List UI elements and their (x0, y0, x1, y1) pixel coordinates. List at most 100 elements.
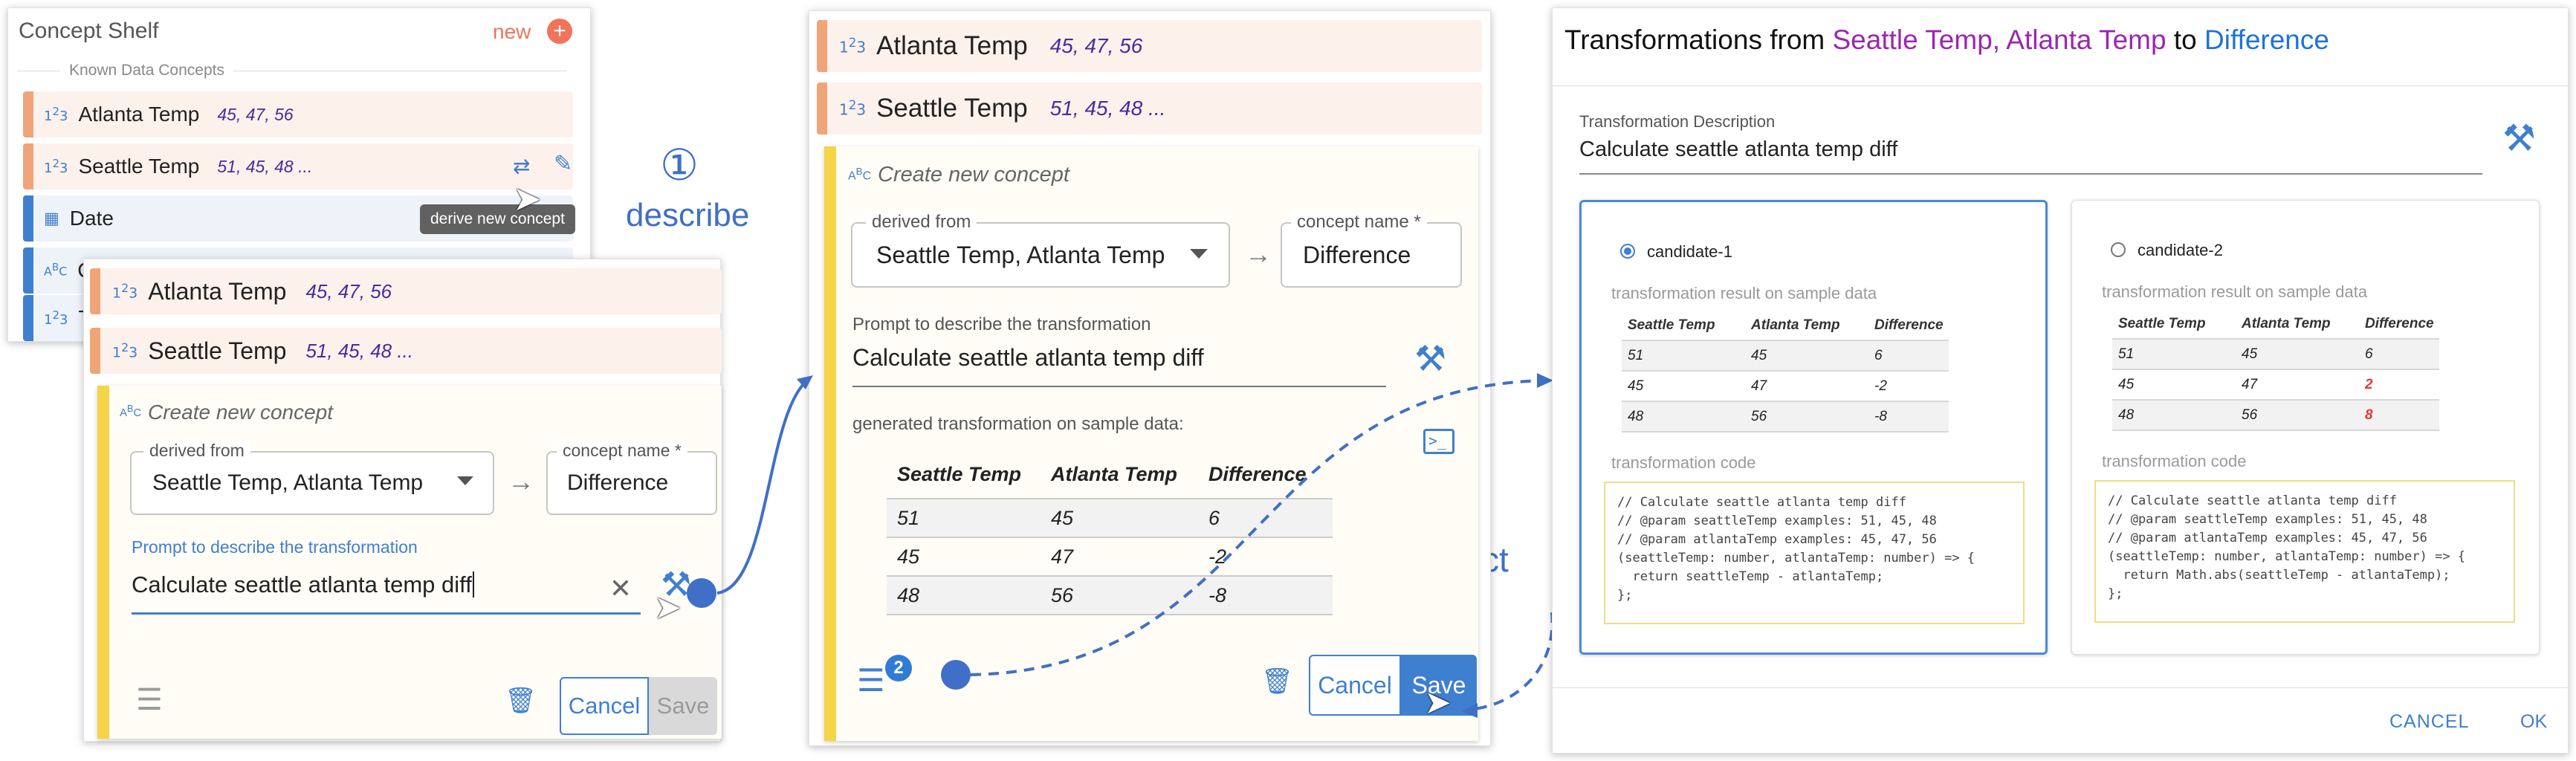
shelf-title: Concept Shelf (19, 19, 159, 43)
dialog-footer-divider (1553, 687, 2568, 688)
mouse-cursor-icon: ➤ (654, 589, 682, 626)
concept-examples: 51, 45, 48 ... (217, 156, 313, 176)
arrow-right-icon: → (508, 466, 534, 496)
table-cell: 45 (1622, 370, 1745, 401)
concept-name-value: Difference (567, 470, 669, 495)
table-header: Atlanta Temp (2242, 315, 2331, 331)
number-type-icon: 123 (839, 98, 867, 119)
create-concept-card: ABC Create new concept Seattle Temp, Atl… (824, 146, 1478, 741)
options-sliders-icon[interactable]: ☰ (857, 663, 885, 698)
table-cell: 6 (1208, 506, 1220, 529)
table-cell: 6 (1868, 340, 1949, 371)
dialog-cancel-button[interactable]: CANCEL (2389, 711, 2470, 732)
delete-icon[interactable]: 🗑 (505, 687, 537, 715)
derive-icon[interactable]: ⇄ (513, 155, 531, 178)
table-row: 48 56 -8 (887, 576, 1333, 615)
dialog-ok-button[interactable]: OK (2520, 711, 2548, 732)
code-line: // @param atlantaTemp examples: 45, 47, … (2108, 531, 2427, 545)
concept-seattle-temp[interactable]: 123 Seattle Temp 51, 45, 48 ... ⇄ ✎ (23, 143, 573, 190)
concept-examples: 51, 45, 48 ... (305, 339, 414, 362)
add-concept-icon[interactable]: + (547, 19, 572, 44)
candidate-card-2[interactable]: candidate-2 transformation result on sam… (2071, 200, 2540, 655)
candidate-card-1[interactable]: candidate-1 transformation result on sam… (1579, 200, 2048, 655)
concept-name-field[interactable]: Difference (1281, 222, 1462, 288)
derive-panel-step1: 123 Atlanta Temp 45, 47, 56 123 Seattle … (83, 259, 722, 742)
candidate-name: candidate-2 (2138, 241, 2223, 259)
dropdown-arrow-icon (1190, 249, 1208, 259)
clear-icon[interactable]: ✕ (609, 573, 632, 603)
dropdown-arrow-icon (457, 476, 473, 485)
concept-label: Seattle Temp (78, 155, 200, 178)
run-transform-icon[interactable]: ⚒ (1414, 340, 1447, 379)
code-label: transformation code (1611, 453, 1756, 472)
string-type-icon: ABC (848, 166, 872, 183)
describe-arrow (716, 379, 809, 595)
candidate-radio[interactable] (2111, 242, 2126, 257)
table-cell: -8 (1868, 401, 1949, 432)
concept-name-value: Difference (1303, 241, 1411, 268)
table-header: Difference (2365, 315, 2434, 331)
table-row: 45 47 -2 (887, 537, 1333, 576)
table-row: 51 45 6 (1622, 340, 1949, 371)
cancel-button[interactable]: Cancel (560, 677, 649, 735)
table-header: Atlanta Temp (1051, 463, 1178, 485)
save-button[interactable]: Save (649, 677, 717, 735)
prompt-value: Calculate seattle atlanta temp diff (132, 571, 472, 598)
save-button[interactable]: Save (1401, 655, 1477, 716)
result-label: transformation result on sample data (2102, 282, 2368, 301)
prompt-input[interactable]: Calculate seattle atlanta temp diff ✕ (132, 571, 641, 615)
code-line: // @param seattleTemp examples: 51, 45, … (2108, 512, 2427, 527)
number-type-icon: 123 (44, 157, 68, 176)
concept-label: Atlanta Temp (148, 277, 287, 305)
table-row: 51 45 6 (887, 499, 1333, 537)
concept-examples: 51, 45, 48 ... (1049, 97, 1166, 120)
options-sliders-icon[interactable]: ☰ (136, 684, 163, 716)
table-cell: 45 (897, 545, 920, 568)
table-cell: 51 (897, 506, 920, 529)
code-console-icon[interactable]: >_ (1423, 429, 1454, 454)
table-row: 51 45 6 (2112, 338, 2439, 369)
concept-label: Seattle Temp (148, 337, 287, 364)
mouse-cursor-icon: ➤ (513, 179, 542, 218)
title-sources: Seattle Temp, Atlanta Temp (1832, 25, 2166, 55)
code-line: }; (2108, 586, 2123, 601)
mouse-cursor-icon: ➤ (1424, 684, 1452, 721)
known-concepts-label: Known Data Concepts (60, 62, 233, 80)
new-concept-label[interactable]: new (493, 20, 531, 43)
derived-from-select[interactable]: Seattle Temp, Atlanta Temp (130, 451, 494, 515)
title-target: Difference (2204, 25, 2329, 55)
candidate-radio-selected[interactable] (1620, 244, 1635, 259)
concept-atlanta-temp[interactable]: 123 Atlanta Temp 45, 47, 56 (23, 91, 573, 137)
table-header: Seattle Temp (2118, 315, 2206, 331)
cancel-button[interactable]: Cancel (1309, 655, 1401, 716)
delete-icon[interactable]: 🗑 (1261, 667, 1294, 696)
concept-seattle-temp: 123 Seattle Temp 51, 45, 48 ... (817, 82, 1482, 135)
concept-atlanta-temp: 123 Atlanta Temp 45, 47, 56 (817, 20, 1482, 72)
table-cell: -2 (1208, 545, 1227, 568)
table-cell: -8 (1208, 583, 1227, 606)
table-cell-highlight: 8 (2359, 399, 2439, 430)
concept-examples: 45, 47, 56 (305, 279, 392, 302)
code-line: // Calculate seattle atlanta temp diff (1617, 495, 1906, 510)
concept-name-field[interactable]: Difference (546, 451, 717, 515)
run-transform-icon[interactable]: ⚒ (2502, 117, 2536, 159)
prompt-label: Prompt to describe the transformation (132, 537, 418, 557)
concept-label: Seattle Temp (876, 94, 1028, 123)
derived-from-label: derived from (866, 212, 977, 233)
title-prefix: Transformations from (1564, 25, 1833, 55)
concept-name-label: concept name * (1291, 212, 1427, 233)
edit-icon[interactable]: ✎ (554, 152, 573, 176)
generated-label: generated transformation on sample data: (852, 414, 1184, 434)
transformations-dialog: Transformations from Seattle Temp, Atlan… (1552, 7, 2569, 754)
table-cell: -2 (1868, 370, 1949, 401)
derived-from-select[interactable]: Seattle Temp, Atlanta Temp (851, 222, 1230, 288)
description-input[interactable]: Calculate seattle atlanta temp diff (1579, 137, 2482, 175)
run-transform-icon[interactable]: ⚒ (661, 565, 692, 603)
description-label: Transformation Description (1579, 112, 1776, 131)
anchor-dot (687, 578, 716, 608)
concept-atlanta-temp: 123 Atlanta Temp 45, 47, 56 (90, 268, 722, 314)
prompt-label: Prompt to describe the transformation (852, 314, 1151, 334)
table-cell: 45 (1745, 340, 1868, 371)
generated-table: Seattle Temp Atlanta Temp Difference 51 … (887, 451, 1333, 615)
prompt-input[interactable]: Calculate seattle atlanta temp diff (852, 344, 1386, 387)
